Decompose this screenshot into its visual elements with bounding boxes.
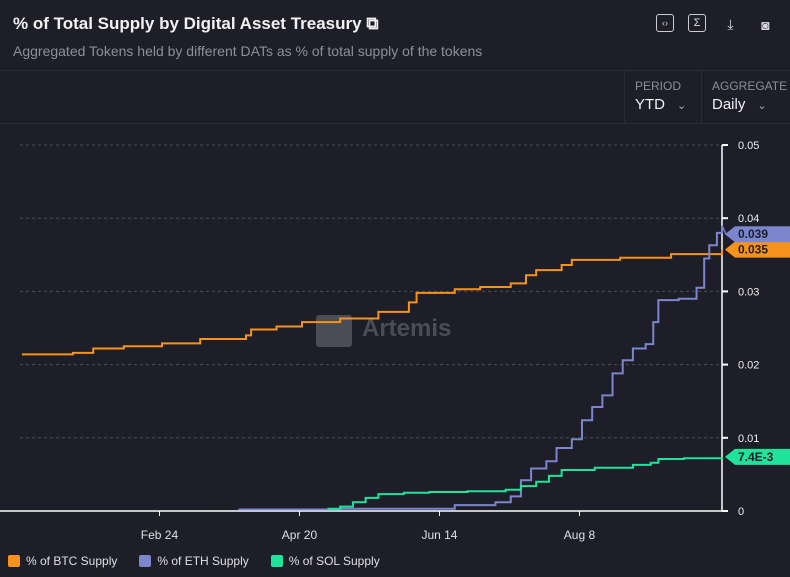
legend-label: % of ETH Supply [157, 554, 249, 568]
last-value-badge [725, 226, 790, 243]
last-value-label: 0.035 [738, 243, 768, 257]
period-label: PERIOD [635, 79, 682, 93]
period-select[interactable]: PERIOD YTD ⌄ [624, 71, 701, 123]
series-line-eth [238, 225, 723, 511]
controls-bar: PERIOD YTD ⌄ AGGREGATE Daily ⌄ [0, 70, 790, 124]
toolbar: ‹› Σ ⤓ ◙ [656, 14, 776, 35]
camera-icon[interactable]: ◙ [761, 16, 770, 33]
x-tick-label: Apr 20 [282, 528, 318, 542]
chart-title: % of Total Supply by Digital Asset Treas… [13, 14, 378, 34]
last-value-badge [725, 241, 790, 258]
legend-item[interactable]: % of ETH Supply [139, 554, 249, 568]
series-line-btc [22, 249, 723, 356]
x-tick-label: Jun 14 [421, 528, 457, 542]
chart-area: 0 0.01 0.02 0.03 0.04 0.05 Feb 24 Apr 20 Jun 14 A… [0, 140, 790, 542]
aggregate-value: Daily [712, 96, 746, 113]
sigma-icon[interactable]: Σ [688, 14, 706, 32]
period-value: YTD [635, 96, 665, 113]
y-tick-label: 0.03 [738, 286, 759, 298]
chevron-down-icon: ⌄ [677, 100, 687, 112]
chart-subtitle: Aggregated Tokens held by different DATs… [13, 43, 483, 59]
download-icon[interactable]: ⤓ [727, 16, 734, 32]
aggregate-select[interactable]: AGGREGATE Daily ⌄ [701, 71, 790, 123]
x-tick-label: Feb 24 [141, 528, 179, 542]
legend-label: % of BTC Supply [26, 554, 118, 568]
title-text: % of Total Supply by Digital Asset Treas… [13, 14, 362, 33]
x-tick-label: Aug 8 [564, 528, 596, 542]
external-link-icon[interactable]: ⧉ [366, 14, 379, 33]
chevron-down-icon: ⌄ [757, 100, 767, 112]
legend: % of BTC Supply % of ETH Supply % of SOL S… [8, 554, 380, 568]
legend-item[interactable]: % of SOL Supply [270, 554, 380, 568]
legend-swatch [139, 555, 152, 567]
y-tick-label: 0.02 [738, 360, 759, 372]
series-line-sol [327, 456, 723, 510]
last-value-connector [721, 225, 727, 235]
embed-icon[interactable]: ‹› [656, 14, 674, 32]
watermark-logo-icon [316, 315, 352, 347]
legend-swatch [270, 555, 283, 567]
legend-label: % of SOL Supply [288, 554, 380, 568]
aggregate-label: AGGREGATE [712, 79, 788, 93]
y-tick-label: 0.04 [738, 213, 759, 225]
y-tick-label: 0.01 [738, 433, 759, 445]
last-value-label: 0.039 [738, 227, 768, 241]
legend-swatch [8, 555, 20, 567]
y-tick-label: 0.05 [738, 140, 759, 152]
watermark: Artemis [362, 315, 451, 342]
legend-item[interactable]: % of BTC Supply [8, 554, 117, 568]
last-value-badge [725, 448, 790, 465]
y-tick-label: 0 [738, 506, 744, 518]
last-value-label: 7.4E-3 [738, 450, 774, 464]
